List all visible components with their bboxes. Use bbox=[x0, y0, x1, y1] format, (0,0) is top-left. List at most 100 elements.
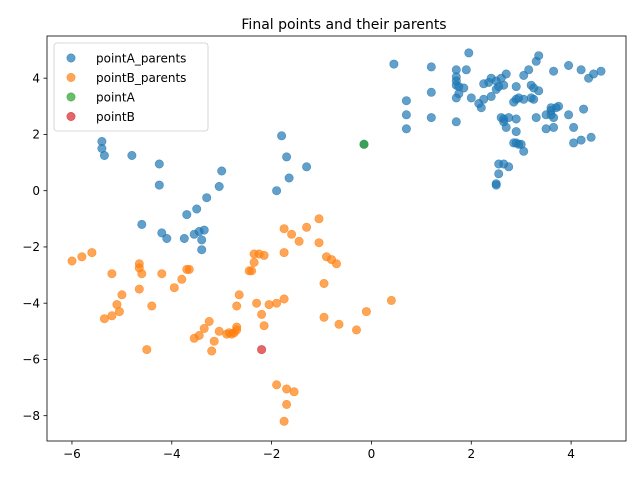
point-pointA_parents-105 bbox=[596, 66, 606, 76]
point-pointA_parents-68 bbox=[511, 127, 521, 137]
point-pointB_parents-52 bbox=[279, 416, 289, 426]
legend: pointA_parents pointB_parents pointA pointB bbox=[53, 42, 209, 132]
point-pointA_parents-30 bbox=[426, 62, 436, 72]
x-tick-label: 0 bbox=[368, 447, 376, 461]
point-pointA_parents-56 bbox=[499, 80, 509, 90]
point-pointA_parents-7 bbox=[157, 228, 167, 238]
plot-frame bbox=[46, 35, 627, 442]
point-pointB_parents-39 bbox=[252, 298, 262, 308]
point-pointA_parents-17 bbox=[197, 245, 207, 255]
point-pointB_parents-12 bbox=[137, 269, 147, 279]
y-tick-label: −2 bbox=[22, 240, 40, 254]
point-pointA_parents-98 bbox=[569, 138, 579, 148]
point-pointA_parents-31 bbox=[426, 87, 436, 97]
point-pointA_parents-4 bbox=[154, 159, 164, 169]
point-pointA_parents-107 bbox=[491, 180, 501, 190]
point-pointB_parents-24 bbox=[207, 346, 217, 356]
point-pointB_parents-65 bbox=[351, 325, 361, 335]
x-tick-label: 4 bbox=[567, 447, 575, 461]
y-tick-label: −4 bbox=[22, 296, 40, 310]
point-pointA_parents-96 bbox=[564, 110, 574, 120]
point-pointA_parents-3 bbox=[127, 151, 137, 161]
point-pointA_parents-110 bbox=[504, 162, 514, 172]
point-pointB_parents-5 bbox=[107, 311, 117, 321]
point-pointA_parents-94 bbox=[549, 66, 559, 76]
point-pointB_parents-33 bbox=[232, 301, 242, 311]
x-axis: −6 −4 −2 0 2 4 bbox=[63, 441, 575, 461]
point-pointA_parents-18 bbox=[214, 182, 224, 192]
point-pointB_parents-17 bbox=[177, 274, 187, 284]
point-pointA_parents-50 bbox=[486, 92, 496, 102]
point-pointB_parents-62 bbox=[319, 278, 329, 288]
legend-marker-pointB bbox=[66, 112, 76, 122]
legend-marker-pointB_parents bbox=[66, 73, 76, 83]
point-pointB_parents-1 bbox=[77, 252, 87, 262]
point-pointB_parents-3 bbox=[99, 314, 109, 324]
point-pointA_parents-67 bbox=[511, 114, 521, 124]
point-pointA_parents-39 bbox=[451, 117, 461, 127]
point-pointB_parents-44 bbox=[264, 300, 274, 310]
point-pointA_parents-111 bbox=[494, 169, 504, 179]
legend-label-pointA_parents: pointA_parents bbox=[96, 51, 186, 65]
point-pointA_parents-42 bbox=[461, 65, 471, 75]
point-pointA_parents-14 bbox=[197, 235, 207, 245]
point-pointA_parents-95 bbox=[564, 60, 574, 70]
point-pointA_parents-19 bbox=[217, 166, 227, 176]
point-pointA_parents-5 bbox=[154, 180, 164, 190]
point-pointB_parents-46 bbox=[272, 380, 282, 390]
point-pointA_parents-44 bbox=[466, 93, 476, 103]
point-pointB_parents-0 bbox=[67, 256, 77, 266]
point-pointA_parents-83 bbox=[534, 86, 544, 96]
legend-box bbox=[53, 42, 209, 132]
point-pointB_parents-34 bbox=[234, 290, 244, 300]
point-pointB_parents-64 bbox=[334, 319, 344, 329]
point-pointB_parents-14 bbox=[147, 301, 157, 311]
legend-label-pointA: pointA bbox=[96, 90, 136, 104]
point-pointA_parents-41 bbox=[459, 83, 469, 93]
point-pointB_parents-61 bbox=[331, 259, 341, 269]
point-pointB_parents-50 bbox=[282, 384, 292, 394]
point-pointB_parents-36 bbox=[247, 266, 257, 276]
point-pointA_parents-26 bbox=[389, 59, 399, 69]
point-pointA_parents-85 bbox=[541, 124, 551, 134]
point-pointB_parents-19 bbox=[184, 264, 194, 274]
point-pointA_parents-46 bbox=[476, 103, 486, 113]
y-tick-label: 4 bbox=[32, 71, 40, 85]
point-pointA_parents-89 bbox=[549, 113, 559, 123]
y-tick-label: −8 bbox=[22, 409, 40, 423]
point-pointB_parents-15 bbox=[157, 269, 167, 279]
point-pointA_parents-64 bbox=[511, 82, 521, 92]
y-tick-label: 0 bbox=[32, 184, 40, 198]
chart-title: Final points and their parents bbox=[241, 17, 446, 33]
point-pointA_parents-84 bbox=[534, 51, 544, 61]
point-pointA_parents-93 bbox=[549, 122, 559, 132]
point-pointB_parents-32 bbox=[232, 322, 242, 332]
point-pointA_parents-99 bbox=[576, 65, 586, 75]
point-pointB_parents-63 bbox=[319, 312, 329, 322]
point-pointB_parents-49 bbox=[279, 224, 289, 234]
point-pointA_parents-48 bbox=[479, 94, 489, 104]
point-pointA_parents-20 bbox=[272, 186, 282, 196]
point-pointA_parents-73 bbox=[519, 146, 529, 156]
point-pointA-0 bbox=[359, 139, 369, 149]
point-pointA_parents-74 bbox=[519, 94, 529, 104]
point-pointA_parents-22 bbox=[282, 152, 292, 162]
point-pointA_parents-8 bbox=[162, 234, 172, 244]
point-pointB_parents-58 bbox=[314, 238, 324, 248]
point-pointA_parents-97 bbox=[569, 122, 579, 132]
point-pointB_parents-21 bbox=[194, 330, 204, 340]
point-pointB_parents-25 bbox=[209, 336, 219, 346]
y-tick-label: 2 bbox=[32, 128, 40, 142]
legend-label-pointB_parents: pointB_parents bbox=[96, 71, 186, 85]
x-tick-label: −6 bbox=[63, 447, 81, 461]
point-pointB_parents-41 bbox=[257, 309, 267, 319]
point-pointB_parents-67 bbox=[386, 295, 396, 305]
point-pointA_parents-61 bbox=[501, 122, 511, 132]
point-pointA_parents-16 bbox=[202, 193, 212, 203]
point-pointB_parents-26 bbox=[214, 326, 224, 336]
point-pointB-0 bbox=[257, 345, 267, 355]
point-pointA_parents-76 bbox=[524, 65, 534, 75]
point-pointA_parents-81 bbox=[531, 113, 541, 123]
point-pointB_parents-56 bbox=[302, 222, 312, 232]
